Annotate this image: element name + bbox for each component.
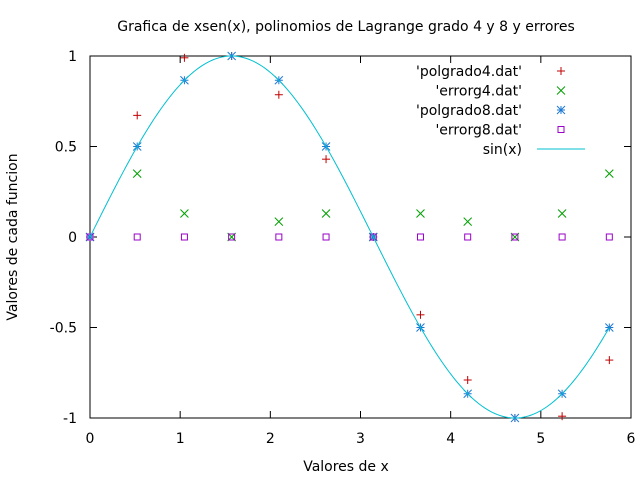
x-axis-label: Valores de x: [303, 459, 389, 475]
data-point: [605, 356, 614, 365]
plot-frame: [89, 55, 632, 419]
data-point: [180, 209, 189, 218]
sin-curve: [89, 55, 610, 419]
legend-label: sin(x): [483, 142, 522, 158]
x-tick-label: 1: [176, 431, 185, 447]
data-point: [322, 233, 330, 241]
data-point: [464, 233, 472, 241]
y-tick-label: -0.5: [50, 321, 77, 337]
plot-border: [89, 55, 632, 419]
data-point: [321, 209, 331, 218]
y-axis-label: Valores de cada funcion: [5, 153, 21, 320]
legend-swatch: [557, 67, 565, 75]
x-tick-label: 3: [356, 431, 365, 447]
y-tick-label: 0: [68, 230, 77, 246]
data-point: [133, 233, 141, 241]
data-point: [86, 233, 94, 241]
data-point: [511, 233, 519, 241]
series-layer: [85, 51, 614, 423]
data-point: [416, 233, 424, 241]
data-point: [274, 217, 284, 226]
y-tick-label: -1: [63, 411, 77, 427]
data-point: [133, 111, 142, 120]
legend-swatch: [556, 105, 566, 115]
legend-swatch: [556, 86, 566, 95]
data-point: [558, 233, 566, 241]
x-tick-label: 6: [627, 431, 636, 447]
chart-title: Grafica de xsen(x), polinomios de Lagran…: [117, 19, 575, 35]
data-point: [463, 217, 473, 226]
legend: 'polgrado4.dat' 'errorg4.dat' 'polgrado8.d…: [416, 64, 585, 158]
x-tick-label: 4: [446, 431, 455, 447]
data-point: [180, 53, 189, 62]
series-errorg8-dat: [86, 233, 613, 241]
data-point: [369, 233, 377, 241]
data-point: [604, 169, 614, 179]
legend-label: 'errorg4.dat': [435, 84, 522, 100]
legend-label: 'polgrado4.dat': [416, 64, 522, 80]
series-errorg4-dat: [85, 169, 614, 242]
legend-swatch: [557, 126, 565, 133]
data-point: [275, 233, 283, 241]
series-polgrado8-dat: [85, 51, 614, 423]
x-tick-label: 5: [536, 431, 545, 447]
x-tick-label: 0: [86, 431, 95, 447]
data-point: [605, 233, 613, 241]
data-point: [557, 209, 567, 218]
data-point: [132, 169, 142, 179]
y-tick-label: 1: [68, 49, 77, 65]
series-polgrado4-dat: [86, 52, 614, 422]
data-point: [228, 233, 236, 241]
x-tick-label: 2: [266, 431, 275, 447]
axis-ticks: 0 1 2 3 4 5 6 -1 -0.5 0 0.5 1: [50, 49, 636, 447]
data-point: [463, 375, 472, 384]
legend-label: 'polgrado8.dat': [416, 103, 522, 119]
data-point: [416, 310, 425, 319]
data-point: [274, 90, 283, 99]
data-point: [416, 209, 425, 218]
data-point: [180, 233, 188, 241]
series-sin-x: [89, 55, 610, 419]
legend-label: 'errorg8.dat': [435, 123, 522, 139]
data-point: [322, 155, 331, 164]
data-point: [604, 323, 614, 332]
y-tick-label: 0.5: [55, 140, 77, 156]
data-point: [558, 412, 567, 421]
